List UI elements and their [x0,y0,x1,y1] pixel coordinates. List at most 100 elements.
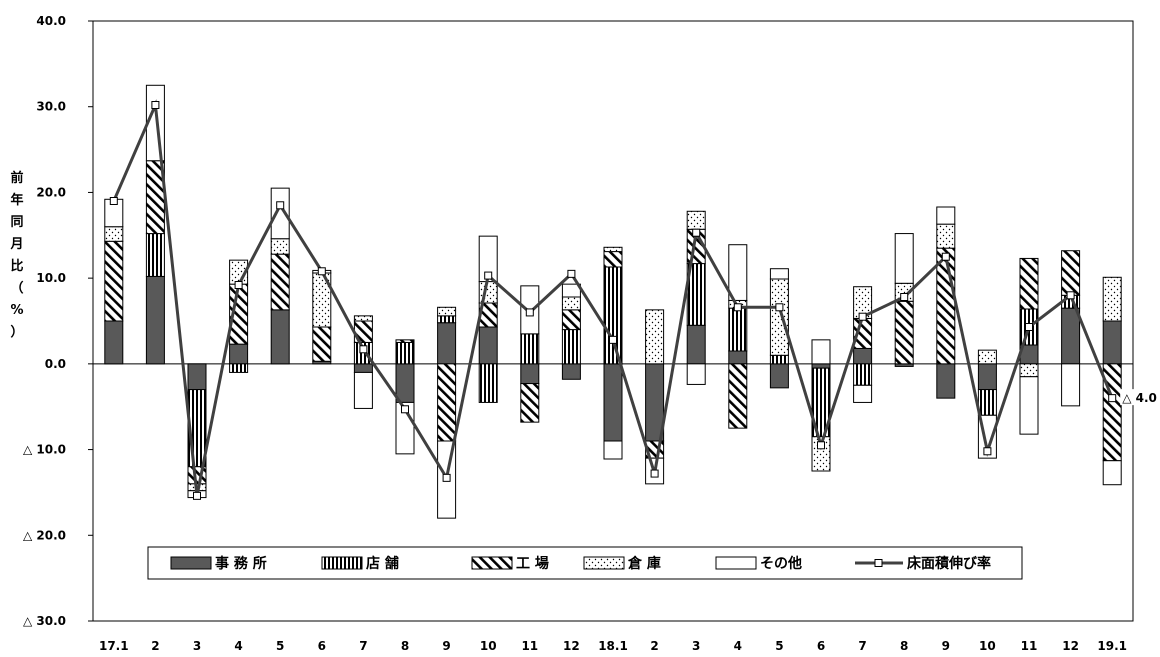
growth-rate-marker [442,473,451,482]
annotation-bg [1120,389,1160,406]
growth-rate-marker [484,271,493,280]
bar-segment-dots [1102,276,1122,322]
growth-rate-marker [1108,394,1117,403]
growth-rate-marker [109,197,118,205]
bar-segment-blank [1019,376,1039,435]
growth-rate-marker [983,447,992,456]
growth-rate-marker [900,293,909,301]
bar-segment-solid [145,275,165,365]
bar-segment-dots [353,315,373,322]
bar-segment-blank [894,233,914,284]
growth-rate-marker [692,228,701,237]
y-tick-label: 30.0 [36,100,66,114]
x-tick-label: 3 [193,639,201,653]
bar-segment-solid [1061,307,1081,365]
y-tick-label: 0.0 [45,357,66,371]
bar-segment-solid [603,363,623,442]
legend-swatch-marker [874,559,883,567]
bar-segment-blank [811,339,831,365]
bar-segment-vertical [728,307,748,352]
bar-segment-solid [229,343,249,365]
bar-segment-dots [769,278,789,356]
legend-swatch-blank [715,556,757,570]
bar-segment-vertical [561,329,581,365]
bar-segment-diagonal [1102,363,1122,462]
x-tick-label: 5 [775,639,783,653]
x-tick-label: 11 [1021,639,1038,653]
bar-segment-diagonal [520,383,540,423]
bar-segment-diagonal [561,309,581,331]
bar-segment-diagonal [312,326,332,362]
bar-segment-solid [478,326,498,365]
bar-segment-dots [603,246,623,253]
growth-rate-marker [1025,323,1033,331]
bar-segment-blank [353,371,373,409]
bar-segment-blank [853,384,873,403]
bar-segment-solid [769,363,789,389]
y-tick-label: △ 20.0 [23,528,66,542]
bar-segment-diagonal [395,339,415,343]
x-tick-label: 10 [480,639,497,653]
growth-rate-marker [609,335,617,344]
bar-segment-dots [645,309,665,365]
bar-segment-solid [936,363,956,399]
y-axis-label-char: 同 [10,215,24,230]
legend-label: 工 場 [516,555,549,572]
x-tick-label: 8 [401,639,409,653]
growth-rate-marker [733,303,742,312]
legend-swatch-diagonal [471,556,513,570]
bar-segment-diagonal [894,300,914,365]
bar-segment-solid [437,322,457,365]
bar-segment-solid [561,363,581,380]
y-axis-label-char: （ [10,281,24,296]
bar-segment-blank [769,268,789,280]
bar-segment-solid [686,324,706,365]
bar-segment-solid [395,363,415,403]
bar-segment-vertical [977,389,997,416]
y-axis-label-char: 年 [10,193,24,208]
x-tick-label: 18.1 [598,639,628,653]
bar-segment-blank [1102,460,1122,486]
bar-segment-blank [728,244,748,301]
bar-segment-dots [977,349,997,365]
legend-label: その他 [760,555,802,572]
x-tick-label: 9 [942,639,950,653]
legend-label: 倉 庫 [627,555,661,572]
growth-rate-marker [567,269,576,278]
legend-swatch-vertical [321,556,363,570]
x-tick-label: 11 [521,639,538,653]
growth-rate-marker [359,345,368,354]
growth-rate-marker [817,441,825,450]
bar-segment-blank [1061,363,1081,407]
plot-frame [92,20,1134,622]
x-tick-label: 12 [1062,639,1079,653]
x-tick-label: 3 [692,639,700,653]
y-axis-label-char: 月 [10,237,24,252]
bar-segment-dots [270,238,290,255]
bar-segment-solid [520,363,540,385]
bar-segment-dots [561,296,581,311]
bar-segment-blank [936,206,956,225]
bar-segment-diagonal [603,251,623,268]
y-axis-label-char: ） [10,325,24,340]
y-axis-label-char: 比 [10,259,24,274]
growth-rate-marker [276,201,285,210]
bar-segment-vertical [853,363,873,386]
legend-swatch-solid [170,556,212,570]
y-tick-label: △ 10.0 [23,443,66,457]
bar-segment-blank [603,440,623,460]
growth-rate-marker [317,267,326,276]
growth-rate-marker [650,469,659,478]
y-tick-label: 20.0 [36,185,66,199]
bar-segment-blank [686,363,706,385]
x-tick-label: 2 [151,639,159,653]
x-tick-label: 9 [442,639,450,653]
bar-segment-solid [728,350,748,365]
bar-segment-solid [104,320,124,365]
bar-segment-dots [686,210,706,230]
bar-segment-diagonal [270,253,290,311]
bar-segment-vertical [145,233,165,277]
bar-segment-dots [1019,363,1039,378]
bar-segment-solid [187,363,207,391]
